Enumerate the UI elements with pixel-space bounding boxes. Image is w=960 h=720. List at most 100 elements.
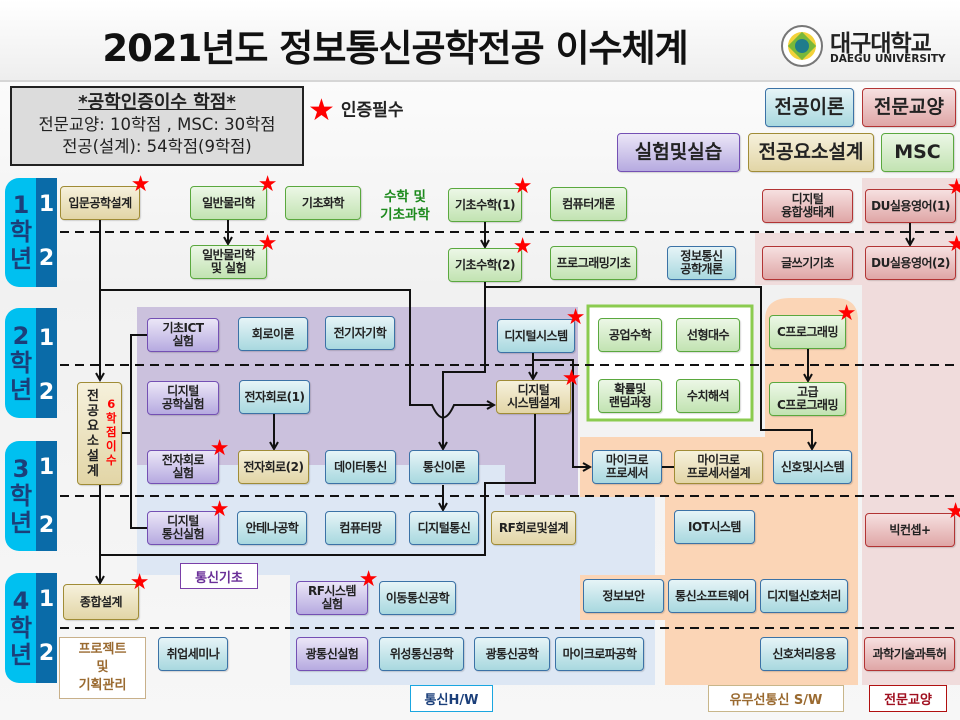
course-programming-basics[interactable]: 프로그래밍기초 — [550, 246, 637, 280]
course-electronic-circuit-lab[interactable]: 전자회로 실험 ★ — [147, 438, 230, 484]
semester-label: 1 — [38, 192, 55, 217]
course-label: 데이터통신 — [334, 459, 387, 474]
course-digital-eng-lab[interactable]: 디지털 공학실험 — [147, 381, 219, 415]
course-mobile-comm[interactable]: 이동통신공학 — [379, 581, 456, 615]
semester-dividers — [60, 231, 960, 629]
course-probability[interactable]: 확률및 랜덤과정 — [598, 379, 662, 413]
course-label: 기초화학 — [301, 195, 345, 210]
course-label: 위성통신공학 — [389, 646, 454, 661]
star-icon: ★ — [308, 93, 335, 128]
course-computer-intro[interactable]: 컴퓨터개론 — [550, 187, 627, 221]
course-data-comm[interactable]: 데이터통신 — [325, 450, 396, 484]
course-eng-math[interactable]: 공업수학 — [598, 318, 662, 352]
course-digital-system-design[interactable]: 디지털 시스템설계 ★ — [496, 368, 582, 414]
course-label: 통신소프트웨어 — [675, 588, 749, 603]
course-ict-intro[interactable]: 정보통신 공학개론 — [667, 246, 736, 280]
course-signal-processing-app[interactable]: 신호처리응용 — [760, 637, 848, 671]
course-c-programming[interactable]: C프로그래밍 ★ — [769, 303, 857, 349]
course-label: RF시스템 실험 — [307, 584, 357, 611]
logo-name-en: DAEGU UNIVERSITY — [830, 53, 946, 65]
course-label: 컴퓨터망 — [339, 520, 382, 535]
page-title: 2021년도 정보통신공학전공 이수체계 — [102, 27, 688, 70]
course-label: 전자회로(2) — [243, 459, 304, 474]
course-optical-lab[interactable]: 광통신실험 — [296, 637, 368, 671]
course-capstone[interactable]: 종합설계 ★ — [63, 572, 150, 620]
course-label: 프로그래밍기초 — [556, 255, 631, 270]
course-label: 전 공 요 소 설 계 — [87, 388, 99, 479]
course-english2[interactable]: DU실용영어(2) ★ — [865, 234, 960, 280]
course-intro-design[interactable]: 입문공학설계 ★ — [60, 174, 151, 220]
wired-wireless-sw-label: 유무선통신 S/W — [708, 685, 844, 712]
course-big-concept[interactable]: 빅컨셉+ ★ — [865, 501, 960, 547]
course-label: 선형대수 — [686, 327, 730, 342]
course-label: 전자회로 실험 — [161, 453, 205, 480]
comm-hw-label: 통신H/W — [410, 685, 493, 712]
year-label: 3 학 년 — [9, 454, 33, 537]
course-math2[interactable]: 기초수학(2) ★ — [448, 236, 533, 282]
course-electronic-circuit1[interactable]: 전자회로(1) — [239, 380, 310, 414]
course-numerical-analysis[interactable]: 수치해석 — [676, 379, 740, 413]
course-math1[interactable]: 기초수학(1) ★ — [448, 176, 533, 222]
course-label: 정보통신 공학개론 — [680, 249, 723, 276]
course-major-design[interactable]: 전 공 요 소 설 계 6 학 점 이 수 — [77, 382, 122, 485]
course-label: 디지털 시스템설계 — [507, 383, 560, 410]
logo-name-kr: 대구대학교 — [830, 31, 932, 57]
course-label: 마이크로 프로세서설계 — [686, 453, 751, 480]
course-info-security[interactable]: 정보보안 — [583, 579, 664, 613]
region-liberal-arts — [755, 178, 960, 685]
star-icon: ★ — [945, 499, 960, 524]
course-label: 마이크로 프로세서 — [605, 453, 649, 480]
course-digital-ecosystem[interactable]: 디지털 융합생태계 — [762, 189, 853, 223]
required-legend-label: 인증필수 — [340, 100, 404, 121]
course-comm-software[interactable]: 통신소프트웨어 — [668, 579, 756, 613]
course-label: IOT시스템 — [688, 519, 741, 534]
course-label: 컴퓨터개론 — [562, 196, 615, 211]
course-microwave[interactable]: 마이크로파공학 — [555, 637, 644, 671]
course-comm-theory[interactable]: 통신이론 — [409, 450, 479, 484]
course-rf-circuit-design[interactable]: RF회로및설계 — [491, 511, 576, 545]
course-rf-system-lab[interactable]: RF시스템 실험 ★ — [296, 569, 379, 615]
course-physics-lab[interactable]: 일반물리학 및 실험 ★ — [190, 233, 278, 279]
course-label: RF회로및설계 — [498, 520, 569, 535]
comm-basics-label: 통신기초 — [180, 563, 258, 589]
course-digital-comm-lab[interactable]: 디지털 통신실험 ★ — [147, 499, 230, 545]
course-digital-system[interactable]: 디지털시스템 ★ — [497, 307, 586, 353]
course-label: 일반물리학 및 실험 — [202, 248, 255, 275]
course-optical-comm[interactable]: 광통신공학 — [474, 637, 550, 671]
course-label: 통신이론 — [422, 459, 466, 474]
course-electromagnetics[interactable]: 전기자기학 — [325, 316, 395, 350]
course-circuit-theory[interactable]: 회로이론 — [238, 317, 308, 351]
semester-label: 1 — [38, 455, 55, 480]
course-science-patent[interactable]: 과학기술과특허 — [864, 637, 955, 671]
credit-info-line2: 전공(설계): 54학점(9학점) — [62, 137, 252, 156]
course-advanced-c[interactable]: 고급 C프로그래밍 — [769, 382, 846, 416]
legend-msc: MSC — [881, 133, 954, 172]
course-microprocessor[interactable]: 마이크로 프로세서 — [592, 450, 662, 484]
course-linear-algebra[interactable]: 선형대수 — [676, 318, 740, 352]
course-physics[interactable]: 일반물리학 ★ — [190, 174, 278, 220]
course-writing[interactable]: 글쓰기기초 — [762, 246, 853, 280]
course-digital-comm[interactable]: 디지털통신 — [409, 511, 479, 545]
course-satellite-comm[interactable]: 위성통신공학 — [379, 637, 464, 671]
course-computer-network[interactable]: 컴퓨터망 — [325, 511, 396, 545]
year-label: 1 학 년 — [9, 191, 33, 273]
star-icon: ★ — [946, 175, 960, 200]
region-comm-basics — [137, 307, 578, 495]
course-dsp[interactable]: 디지털신호처리 — [760, 579, 848, 613]
course-microprocessor-design[interactable]: 마이크로 프로세서설계 — [674, 450, 763, 484]
course-label: 기초수학(1) — [455, 197, 515, 212]
course-label: 입문공학설계 — [68, 195, 132, 210]
course-english1[interactable]: DU실용영어(1) ★ — [865, 177, 960, 223]
course-iot-system[interactable]: IOT시스템 — [674, 510, 755, 544]
course-chemistry[interactable]: 기초화학 — [285, 186, 361, 220]
course-ict-lab[interactable]: 기초ICT 실험 — [147, 318, 219, 352]
star-icon: ★ — [130, 172, 151, 197]
course-label: 광통신실험 — [305, 646, 359, 661]
semester-label: 1 — [38, 587, 55, 612]
course-signals-systems[interactable]: 신호및시스템 — [773, 450, 852, 484]
course-career-seminar[interactable]: 취업세미나 — [158, 637, 228, 671]
semester-label: 2 — [38, 246, 55, 271]
course-antenna[interactable]: 안테나공학 — [237, 511, 307, 545]
course-electronic-circuit2[interactable]: 전자회로(2) — [238, 450, 309, 484]
